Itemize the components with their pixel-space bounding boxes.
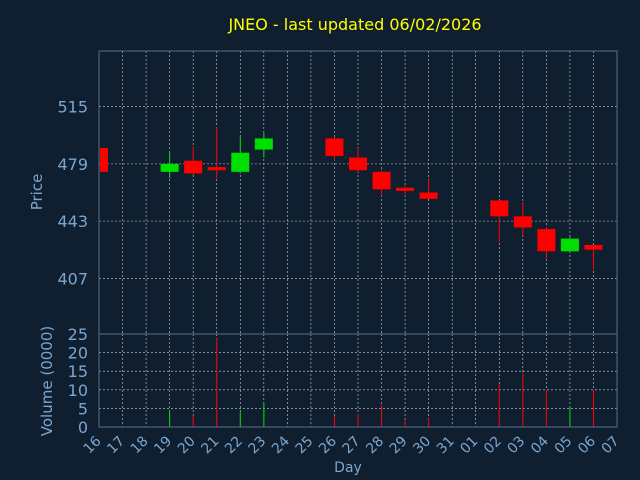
candle-body [207, 167, 226, 171]
candle-layer [98, 127, 603, 271]
candle-body [560, 238, 579, 252]
candle-body [537, 229, 556, 252]
candle-body [184, 160, 203, 174]
candle-body [254, 138, 273, 150]
price-tick-label: 443 [57, 212, 88, 231]
volume-tick-label: 0 [78, 418, 88, 437]
volume-tick-label: 15 [68, 362, 88, 381]
volume-tick-label: 5 [78, 399, 88, 418]
candle-body [349, 157, 367, 171]
chart-title: JNEO - last updated 06/02/2026 [227, 15, 481, 34]
price-tick-label: 479 [57, 155, 88, 174]
x-axis-label: Day [334, 460, 362, 476]
candle-body [419, 192, 438, 199]
candle-body [584, 244, 603, 250]
x-tick-layer: 16 17 18 19 20 21 22 23 24 25 26 27 28 29 30 31 01 02 03 04… [81, 433, 623, 457]
candle-body [100, 147, 108, 172]
volume-axis-label: Volume (0000) [38, 326, 56, 436]
volume-tick-label: 25 [68, 325, 88, 344]
candle-body [513, 216, 532, 228]
candle-body [231, 152, 250, 172]
volume-tick-label: 20 [68, 344, 88, 363]
candle-body [490, 200, 509, 217]
candle-body [325, 138, 344, 156]
volume-panel-frame [98, 333, 618, 428]
price-tick-label: 407 [57, 269, 88, 288]
candle-body [160, 163, 179, 172]
volume-bar-layer [169, 337, 594, 427]
price-axis-label: Price [28, 174, 46, 211]
candle-body [396, 187, 415, 191]
price-tick-label: 515 [57, 98, 88, 117]
candle-body [372, 171, 391, 190]
volume-tick-label: 10 [68, 381, 88, 400]
price-tick-layer: 407 443 479 515 [57, 98, 88, 289]
